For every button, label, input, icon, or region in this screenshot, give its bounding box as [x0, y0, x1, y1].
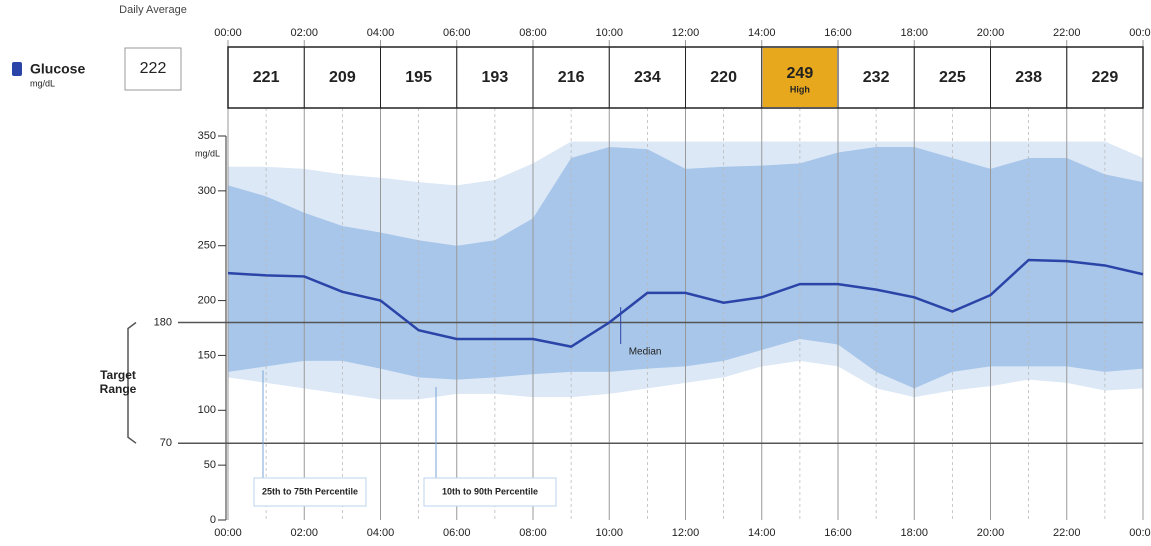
x-tick-label-top: 20:00	[977, 27, 1005, 39]
x-tick-label-bottom: 20:00	[977, 527, 1005, 539]
metric-unit: mg/dL	[30, 78, 55, 88]
x-tick-label-bottom: 10:00	[595, 527, 623, 539]
block-highlight	[762, 48, 837, 107]
y-tick-label: 50	[204, 459, 216, 471]
block-value: 232	[863, 69, 890, 86]
x-tick-label-top: 08:00	[519, 27, 547, 39]
x-tick-label-top: 12:00	[672, 27, 700, 39]
block-value: 238	[1015, 69, 1042, 86]
x-tick-label-bottom: 22:00	[1053, 527, 1081, 539]
median-label: Median	[629, 347, 662, 358]
x-tick-label-top: 10:00	[595, 27, 623, 39]
x-tick-label-bottom: 02:00	[290, 527, 318, 539]
y-unit: mg/dL	[195, 148, 220, 158]
x-tick-label-bottom: 06:00	[443, 527, 471, 539]
x-tick-label-bottom: 00:00	[214, 527, 242, 539]
daily-average-label-box: Daily Average	[119, 4, 187, 16]
x-tick-label-bottom: 00:00	[1129, 527, 1151, 539]
x-tick-label-top: 16:00	[824, 27, 852, 39]
y-tick-label: 200	[198, 294, 216, 306]
x-tick-label-top: 18:00	[900, 27, 928, 39]
block-value: 234	[634, 69, 661, 86]
target-label-word: Range	[100, 382, 137, 396]
median-line	[227, 258, 1144, 348]
daily-average: 222	[140, 60, 167, 77]
block-value: 221	[253, 69, 280, 86]
x-tick-label-bottom: 18:00	[900, 527, 928, 539]
x-tick-label-top: 00:00	[214, 27, 242, 39]
target-label-bg	[140, 315, 176, 330]
block-value: 209	[329, 69, 356, 86]
daily-average-label: Daily Average	[119, 4, 187, 16]
x-tick-label-bottom: 04:00	[367, 527, 395, 539]
block-value: 249	[787, 65, 814, 82]
y-tick-label: 250	[198, 240, 216, 252]
x-tick-label-top: 14:00	[748, 27, 776, 39]
target-label-word: Target	[100, 368, 136, 382]
block-value: 216	[558, 69, 585, 86]
y-tick-label: 300	[198, 185, 216, 197]
block-value: 193	[482, 69, 509, 86]
block-value: 225	[939, 69, 966, 86]
block-value: 195	[405, 69, 432, 86]
target-bracket	[127, 321, 137, 444]
x-tick-label-top: 04:00	[367, 27, 395, 39]
block-note: High	[790, 84, 810, 94]
y-tick-label: 0	[210, 514, 216, 526]
legend-box	[253, 477, 367, 507]
x-tick-label-bottom: 16:00	[824, 527, 852, 539]
x-tick-label-top: 02:00	[290, 27, 318, 39]
legend-box	[423, 477, 557, 507]
glucose-icon	[12, 62, 22, 76]
y-tick-label: 100	[198, 404, 216, 416]
x-tick-label-bottom: 14:00	[748, 527, 776, 539]
x-tick-label-bottom: 12:00	[672, 527, 700, 539]
legend-label: 10th to 90th Percentile	[442, 486, 538, 496]
target-tick-label: 180	[154, 316, 172, 328]
x-tick-label-top: 22:00	[1053, 27, 1081, 39]
x-tick-label-top: 00:00	[1129, 27, 1151, 39]
x-tick-label-bottom: 08:00	[519, 527, 547, 539]
target-label-bg	[140, 436, 176, 451]
legend-label: 25th to 75th Percentile	[262, 486, 358, 496]
target-label: Target Range	[100, 368, 137, 396]
metric-label: Glucose	[30, 61, 85, 77]
target-tick-label: 70	[160, 437, 172, 449]
y-tick-label: 350	[198, 130, 216, 142]
x-tick-label-top: 06:00	[443, 27, 471, 39]
block-value: 229	[1092, 69, 1119, 86]
daily-average-box	[124, 47, 182, 91]
y-tick-label: 150	[198, 349, 216, 361]
block-value: 220	[710, 69, 737, 86]
